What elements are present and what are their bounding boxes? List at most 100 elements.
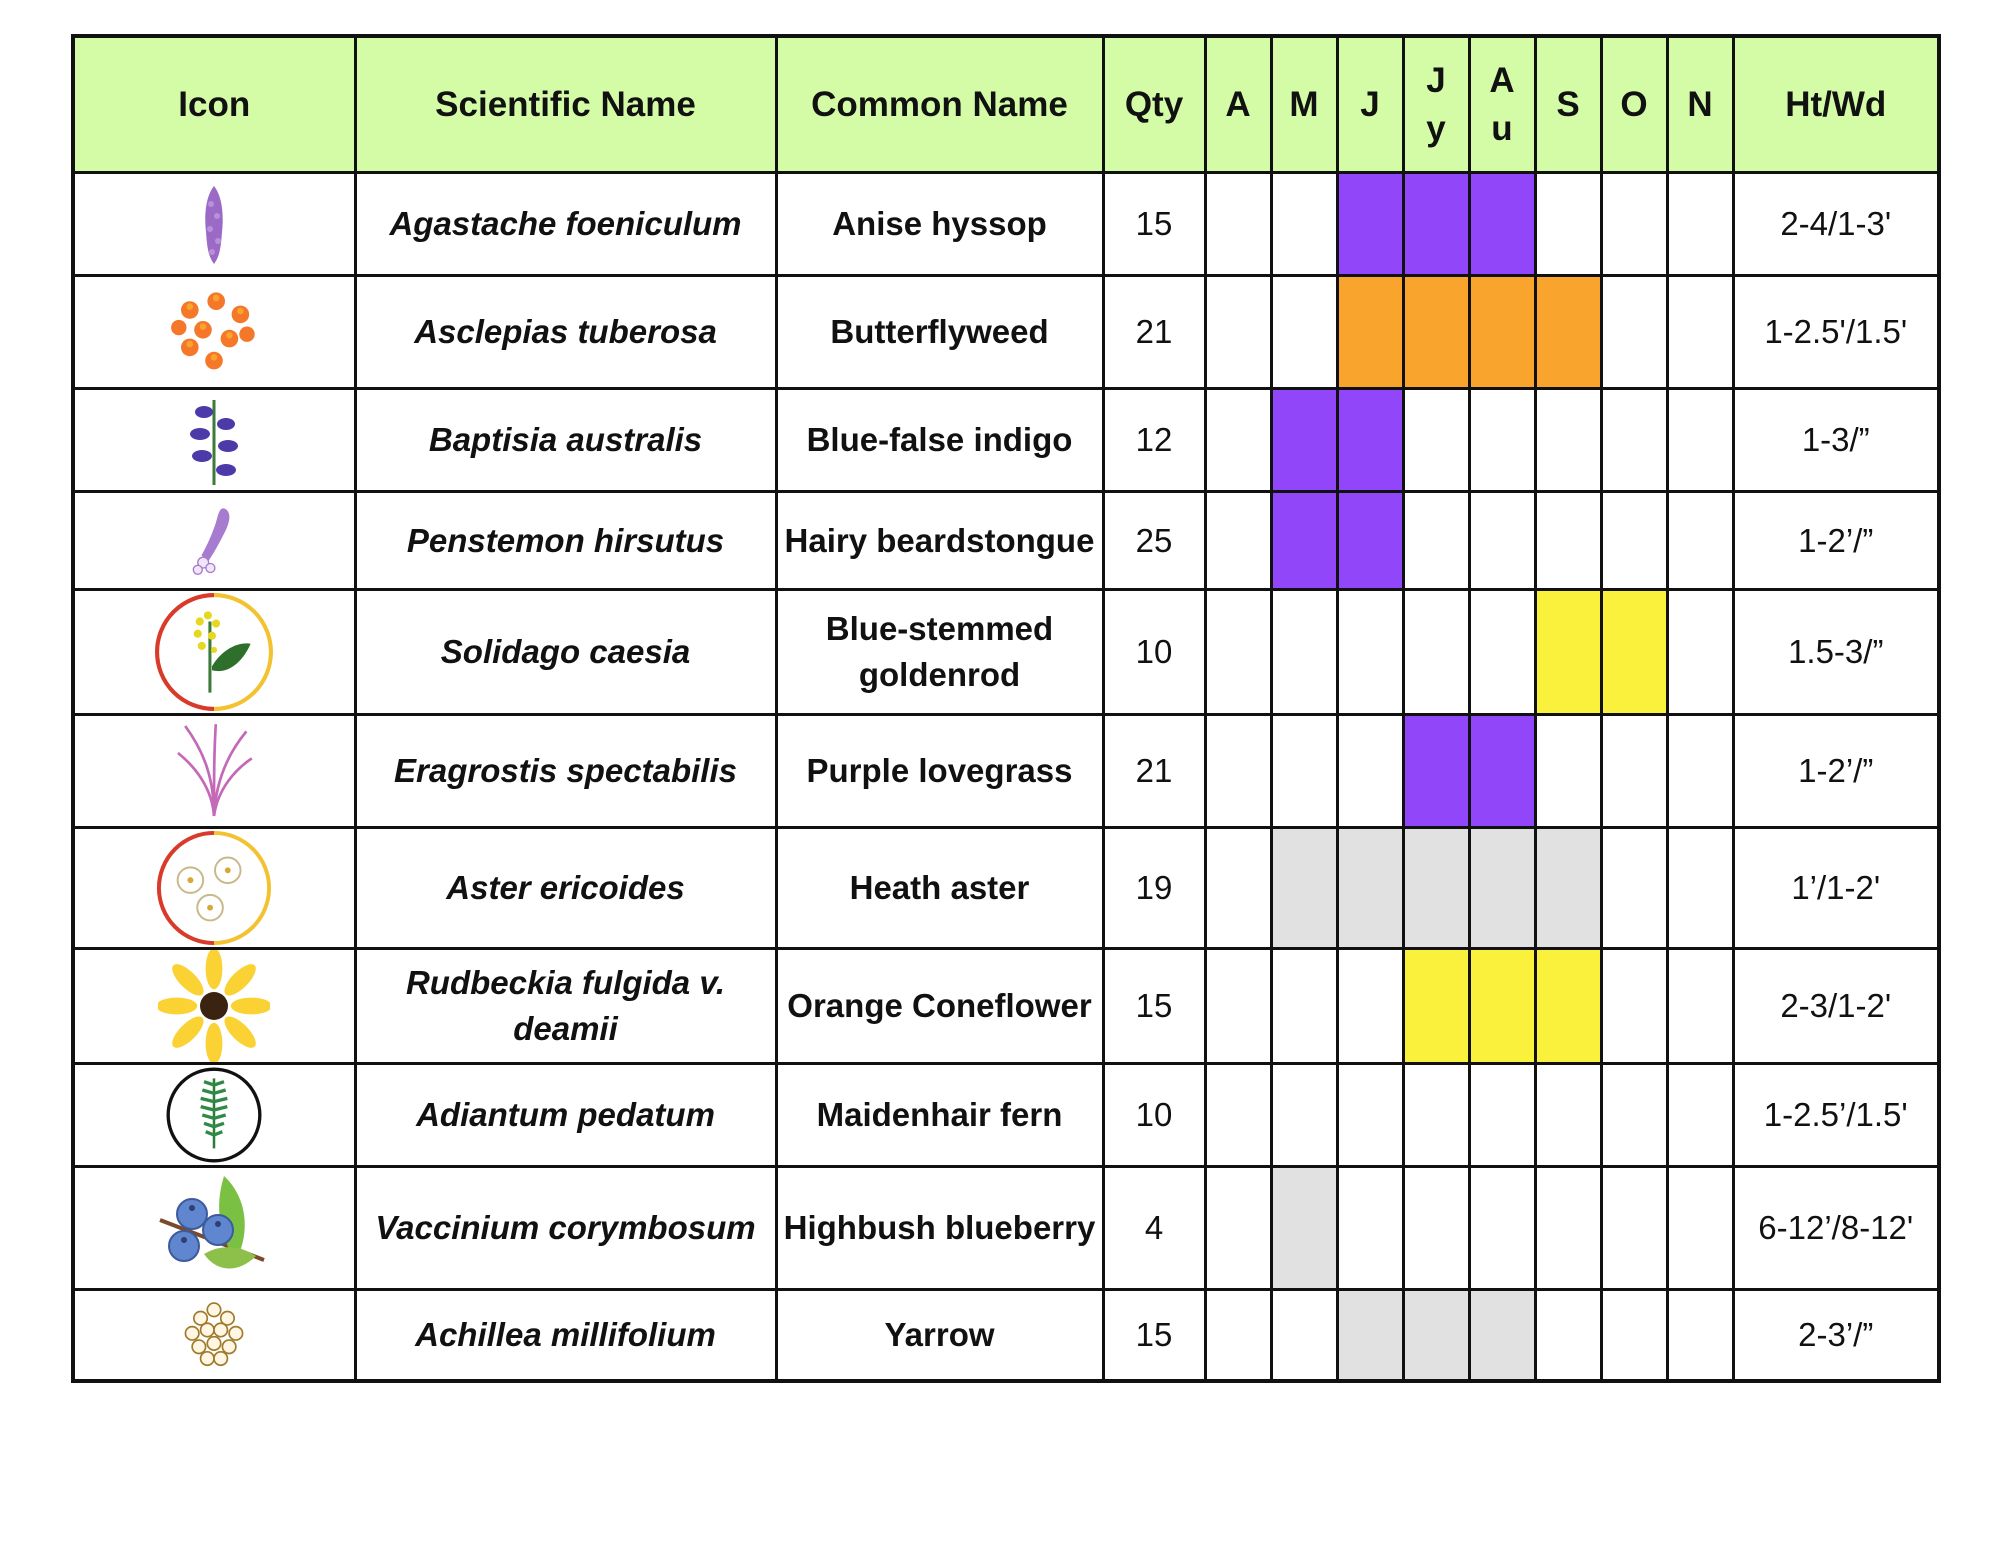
plant-icon-cell: [71, 490, 357, 591]
height-width: 1-3/”: [1731, 387, 1941, 493]
quantity: 15: [1101, 1288, 1207, 1382]
bloom-cell-oct: [1599, 171, 1669, 277]
bloom-cell-jul: [1401, 490, 1471, 591]
header-common-name: Common Name: [774, 34, 1105, 174]
header-month-letter: M: [1289, 84, 1319, 124]
bloom-cell-aug: [1467, 490, 1537, 591]
bloom-cell-apr: [1203, 490, 1273, 591]
bloom-cell-jun: [1335, 1062, 1405, 1168]
scientific-name: Adiantum pedatum: [353, 1062, 778, 1168]
bloom-cell-aug: [1467, 713, 1537, 829]
bloom-cell-oct: [1599, 588, 1669, 716]
bloom-cell-apr: [1203, 713, 1273, 829]
bloom-cell-apr: [1203, 826, 1273, 950]
header-month-letter: J: [1426, 60, 1446, 100]
bloom-cell-aug: [1467, 171, 1537, 277]
bloom-cell-nov: [1665, 826, 1735, 950]
bloom-cell-nov: [1665, 713, 1735, 829]
scientific-name: Aster ericoides: [353, 826, 778, 950]
table-row: Adiantum pedatum Maidenhair fern 10 1-2.5’/…: [71, 1062, 1941, 1168]
quantity: 25: [1101, 490, 1207, 591]
table-row: Asclepias tuberosa Butterflyweed 21 1-2.5'/…: [71, 274, 1941, 390]
goldenrod-circle-icon: [75, 591, 354, 713]
bloom-cell-aug: [1467, 387, 1537, 493]
bloom-cell-jul: [1401, 1165, 1471, 1291]
penstemon-flower-icon: [75, 496, 354, 586]
height-width: 2-4/1-3': [1731, 171, 1941, 277]
bloom-cell-oct: [1599, 1288, 1669, 1382]
plant-icon-cell: [71, 1062, 357, 1168]
bloom-cell-apr: [1203, 1288, 1273, 1382]
baptisia-stem-icon: [75, 390, 354, 490]
header-month-letter: u: [1491, 108, 1513, 148]
plant-icon-cell: [71, 1288, 357, 1382]
bloom-cell-may: [1269, 1288, 1339, 1382]
header-height-width: Ht/Wd: [1731, 34, 1941, 174]
bloom-cell-jun: [1335, 588, 1405, 716]
bloom-cell-jul: [1401, 947, 1471, 1065]
common-name: Blue-false indigo: [774, 387, 1105, 493]
bloom-cell-jun: [1335, 171, 1405, 277]
common-name: Orange Coneflower: [774, 947, 1105, 1065]
header-month-letter: A: [1489, 60, 1515, 100]
height-width: 1’/1-2': [1731, 826, 1941, 950]
bloom-cell-jul: [1401, 826, 1471, 950]
plant-icon-cell: [71, 713, 357, 829]
table-row: Eragrostis spectabilis Purple lovegrass 21…: [71, 713, 1941, 829]
bloom-cell-oct: [1599, 387, 1669, 493]
bloom-cell-apr: [1203, 387, 1273, 493]
bloom-cell-apr: [1203, 588, 1273, 716]
common-name: Highbush blueberry: [774, 1165, 1105, 1291]
header-month-oct: O: [1599, 34, 1669, 174]
bloom-cell-may: [1269, 588, 1339, 716]
bloom-cell-jun: [1335, 274, 1405, 390]
bloom-cell-may: [1269, 713, 1339, 829]
bloom-cell-sep: [1533, 713, 1603, 829]
bloom-cell-jul: [1401, 713, 1471, 829]
table-row: Rudbeckia fulgida v. deamii Orange Conefl…: [71, 947, 1941, 1065]
table-body: Agastache foeniculum Anise hyssop 15 2-4/1-…: [71, 171, 1941, 1382]
header-icon: Icon: [71, 34, 357, 174]
common-name: Maidenhair fern: [774, 1062, 1105, 1168]
bloom-cell-jul: [1401, 1288, 1471, 1382]
header-month-letter: y: [1426, 108, 1446, 148]
table-row: Aster ericoides Heath aster 19 1’/1-2': [71, 826, 1941, 950]
common-name: Yarrow: [774, 1288, 1105, 1382]
bloom-cell-may: [1269, 1165, 1339, 1291]
bloom-cell-apr: [1203, 1165, 1273, 1291]
scientific-name: Vaccinium corymbosum: [353, 1165, 778, 1291]
fern-circle-icon: [75, 1065, 354, 1165]
common-name: Purple lovegrass: [774, 713, 1105, 829]
bloom-cell-may: [1269, 1062, 1339, 1168]
header-month-letter: A: [1225, 84, 1251, 124]
scientific-name: Eragrostis spectabilis: [353, 713, 778, 829]
bloom-cell-oct: [1599, 713, 1669, 829]
height-width: 1-2.5'/1.5': [1731, 274, 1941, 390]
plant-icon-cell: [71, 171, 357, 277]
bloom-cell-oct: [1599, 1165, 1669, 1291]
lovegrass-icon: [75, 716, 354, 826]
bloom-cell-aug: [1467, 274, 1537, 390]
bloom-cell-sep: [1533, 947, 1603, 1065]
bloom-cell-aug: [1467, 1288, 1537, 1382]
butterflyweed-flowers-icon: [75, 277, 354, 387]
header-month-apr: A: [1203, 34, 1273, 174]
bloom-cell-may: [1269, 490, 1339, 591]
bloom-cell-nov: [1665, 947, 1735, 1065]
blueberry-icon: [75, 1168, 354, 1288]
bloom-cell-nov: [1665, 1165, 1735, 1291]
bloom-cell-nov: [1665, 274, 1735, 390]
bloom-cell-oct: [1599, 826, 1669, 950]
bloom-cell-oct: [1599, 490, 1669, 591]
bloom-cell-aug: [1467, 1165, 1537, 1291]
height-width: 2-3’/”: [1731, 1288, 1941, 1382]
plant-icon-cell: [71, 947, 357, 1065]
scientific-name: Rudbeckia fulgida v. deamii: [353, 947, 778, 1065]
height-width: 6-12’/8-12': [1731, 1165, 1941, 1291]
bloom-cell-jun: [1335, 387, 1405, 493]
common-name: Heath aster: [774, 826, 1105, 950]
common-name: Anise hyssop: [774, 171, 1105, 277]
table-row: Agastache foeniculum Anise hyssop 15 2-4/1-…: [71, 171, 1941, 277]
